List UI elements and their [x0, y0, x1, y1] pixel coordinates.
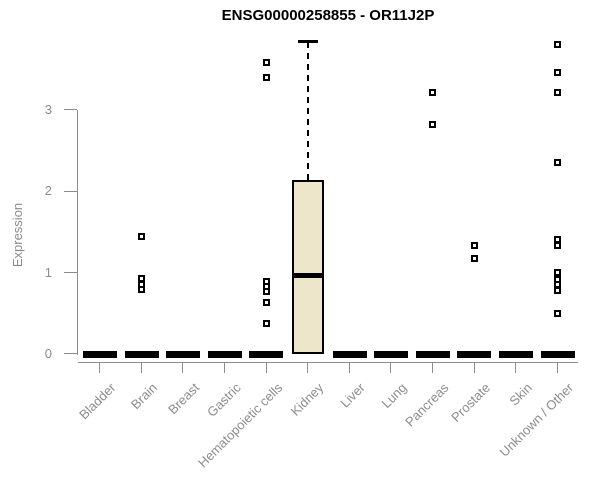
flat-box-lung [374, 350, 409, 358]
outlier-point [554, 241, 562, 249]
outlier-point [554, 69, 562, 77]
outlier-point [262, 299, 270, 307]
x-axis-tick [140, 363, 142, 373]
outlier-point [554, 159, 562, 167]
x-axis-tick [182, 363, 184, 373]
outlier-point [554, 40, 562, 48]
x-axis-tick [473, 363, 475, 373]
outlier-point [262, 59, 270, 67]
x-axis-tick [515, 363, 517, 373]
outlier-point [429, 121, 437, 129]
outlier-point [470, 254, 478, 262]
outlier-point [262, 319, 270, 327]
box-kidney [292, 179, 324, 354]
outlier-point [554, 88, 562, 96]
x-category-label-skin: Skin [506, 380, 535, 409]
y-tick-label: 2 [44, 183, 52, 199]
flat-box-pancreas [415, 350, 450, 358]
x-category-label-prostate: Prostate [448, 380, 494, 425]
y-axis-tick [64, 271, 77, 273]
y-axis-tick [64, 190, 77, 192]
flat-box-liver [332, 350, 367, 358]
y-axis-line [76, 110, 78, 355]
y-axis-tick [64, 353, 77, 355]
x-axis-line [78, 362, 578, 363]
x-axis-tick [265, 363, 267, 373]
x-category-label-pancreas: Pancreas [401, 380, 452, 430]
flat-box-skin [499, 350, 533, 358]
x-category-label-unknown-other: Unknown / Other [496, 380, 577, 460]
x-axis-tick [307, 363, 309, 373]
outlier-point [554, 309, 562, 317]
whisker-line-kidney [307, 41, 309, 180]
x-axis-tick [390, 363, 392, 373]
flat-box-brain [124, 350, 159, 358]
flat-box-gastric [207, 350, 242, 358]
whisker-cap-kidney [298, 40, 318, 44]
outlier-point [470, 241, 478, 249]
x-category-label-liver: Liver [337, 380, 369, 411]
x-category-label-brain: Brain [128, 380, 161, 413]
median-line-kidney [292, 272, 324, 278]
outlier-point [429, 89, 437, 97]
y-tick-label: 1 [44, 264, 52, 280]
x-category-label-breast: Breast [164, 380, 202, 418]
flat-box-unknown-other [540, 350, 575, 358]
y-axis-tick [64, 109, 77, 111]
y-tick-label: 0 [44, 346, 52, 361]
chart-title: ENSG00000258855 - OR11J2P [221, 7, 435, 24]
flat-box-prostate [457, 350, 492, 358]
x-category-label-kidney: Kidney [287, 380, 327, 419]
x-axis-tick [556, 363, 558, 373]
x-axis-tick [348, 363, 350, 373]
flat-box-hematopoietic-cells [249, 350, 284, 358]
x-axis-tick [432, 363, 434, 373]
outlier-point [554, 287, 562, 295]
x-category-label-gastric: Gastric [203, 380, 244, 420]
outlier-point [554, 269, 562, 277]
outlier-point [262, 287, 270, 295]
x-axis-tick [99, 363, 101, 373]
flat-box-breast [166, 350, 201, 358]
outlier-point [138, 286, 146, 294]
x-category-label-bladder: Bladder [76, 380, 119, 423]
flat-box-bladder [83, 350, 117, 358]
x-category-label-lung: Lung [378, 380, 410, 412]
x-axis-tick [224, 363, 226, 373]
outlier-point [138, 233, 146, 241]
outlier-point [262, 73, 270, 81]
y-tick-label: 3 [44, 102, 52, 117]
